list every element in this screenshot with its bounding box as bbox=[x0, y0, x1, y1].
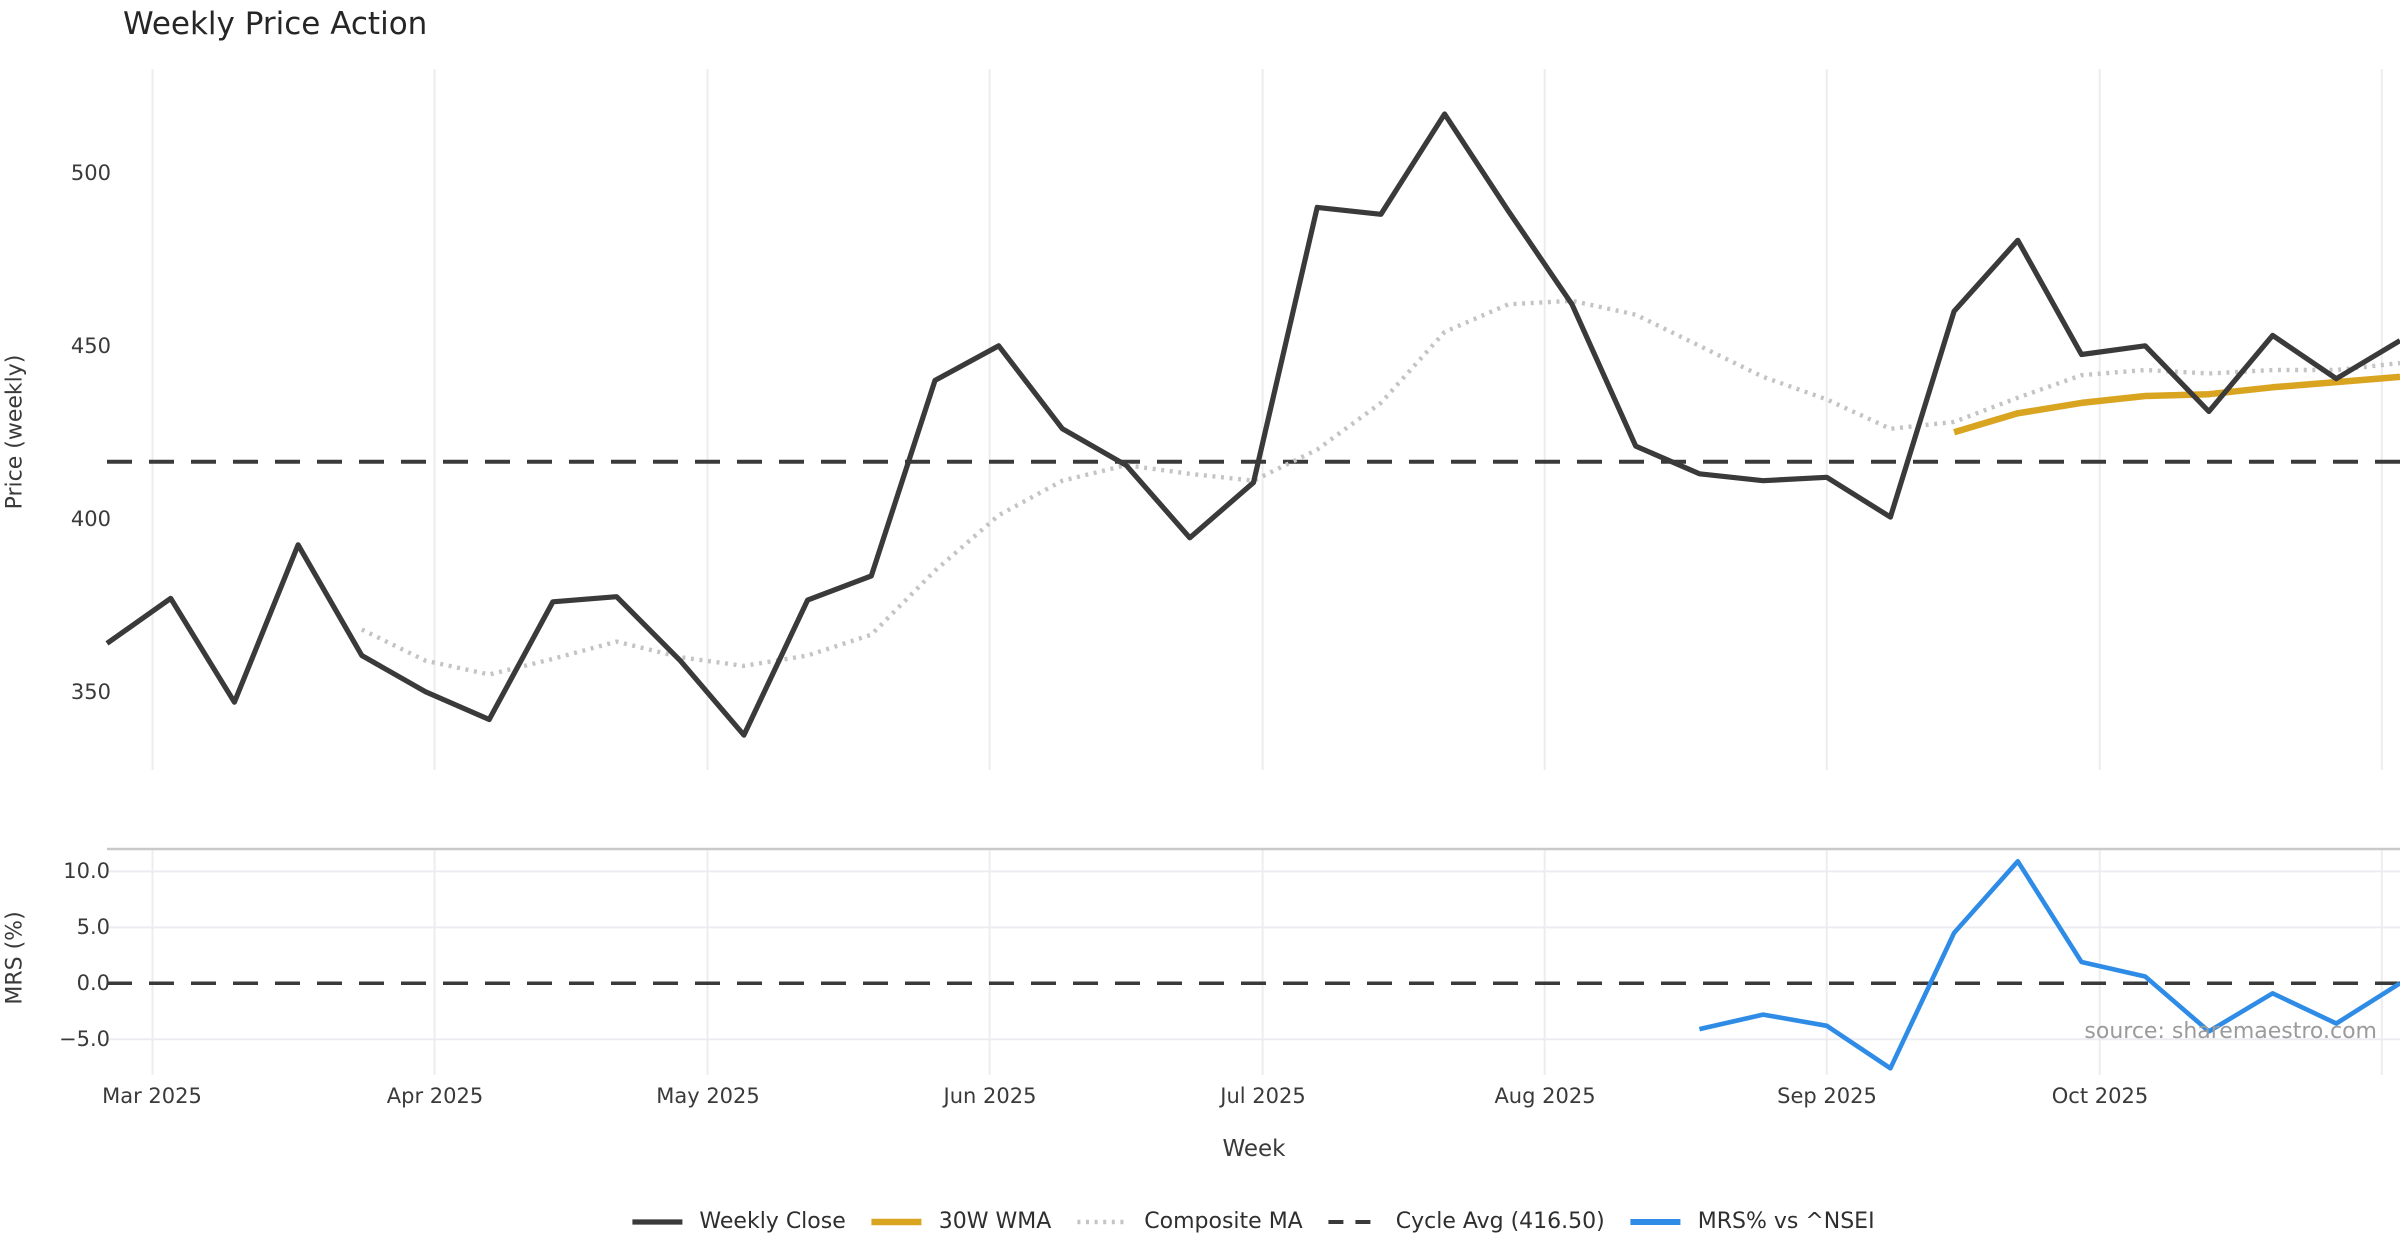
legend-item-weekly-close: Weekly Close bbox=[631, 1209, 846, 1234]
legend-label: Weekly Close bbox=[699, 1209, 846, 1234]
weekly-close-line bbox=[105, 111, 2400, 738]
legend-item-cycle-avg-416-50: Cycle Avg (416.50) bbox=[1328, 1209, 1605, 1234]
legend-label: MRS% vs ^NSEI bbox=[1697, 1209, 1875, 1234]
legend-swatch-solid-line-icon bbox=[871, 1218, 922, 1225]
mrs-ytick-label: −5.0 bbox=[59, 1027, 110, 1051]
x-axis-label: Week bbox=[1222, 1136, 1286, 1162]
legend-label: 30W WMA bbox=[938, 1209, 1052, 1234]
legend-label: Cycle Avg (416.50) bbox=[1395, 1209, 1605, 1234]
legend-label: Composite MA bbox=[1144, 1209, 1303, 1234]
legend-item-mrs-vs-nsei: MRS% vs ^NSEI bbox=[1630, 1209, 1875, 1234]
price-ytick-label: 400 bbox=[70, 507, 111, 531]
price-y-axis-label: Price (weekly) bbox=[2, 354, 28, 510]
legend-swatch-dotted-line-icon bbox=[1077, 1219, 1128, 1224]
price-ytick-label: 450 bbox=[70, 334, 111, 358]
legend-swatch-solid-line-icon bbox=[1630, 1218, 1681, 1225]
legend: Weekly Close 30W WMA Composite MA Cycle Avg… bbox=[631, 1209, 1875, 1234]
mrs-ytick-label: 0.0 bbox=[76, 971, 110, 995]
price-ytick-label: 350 bbox=[70, 680, 111, 704]
month-tick-label: Jul 2025 bbox=[1220, 1084, 1306, 1108]
price-ytick-label: 500 bbox=[70, 161, 111, 185]
composite-ma-line bbox=[360, 298, 2400, 677]
legend-item-30w-wma: 30W WMA bbox=[871, 1209, 1052, 1234]
month-tick-label: May 2025 bbox=[656, 1084, 760, 1108]
month-tick-label: Sep 2025 bbox=[1777, 1084, 1877, 1108]
month-tick-label: Mar 2025 bbox=[102, 1084, 202, 1108]
mrs-ytick-label: 5.0 bbox=[76, 915, 110, 939]
month-tick-label: Oct 2025 bbox=[2051, 1084, 2149, 1108]
month-tick-label: Jun 2025 bbox=[943, 1084, 1037, 1108]
source-note: source: sharemaestro.com bbox=[2084, 1019, 2377, 1044]
month-tick-label: Aug 2025 bbox=[1494, 1084, 1596, 1108]
mrs-ytick-label: 10.0 bbox=[63, 859, 110, 883]
legend-swatch-solid-line-icon bbox=[632, 1218, 683, 1225]
wma-30w-line bbox=[1953, 373, 2400, 436]
legend-swatch-dashed-line-icon bbox=[1328, 1219, 1379, 1224]
legend-item-composite-ma: Composite MA bbox=[1076, 1209, 1303, 1234]
mrs-line bbox=[1698, 859, 2400, 1071]
month-tick-label: Apr 2025 bbox=[386, 1084, 484, 1108]
chart-title: Weekly Price Action bbox=[123, 6, 428, 42]
